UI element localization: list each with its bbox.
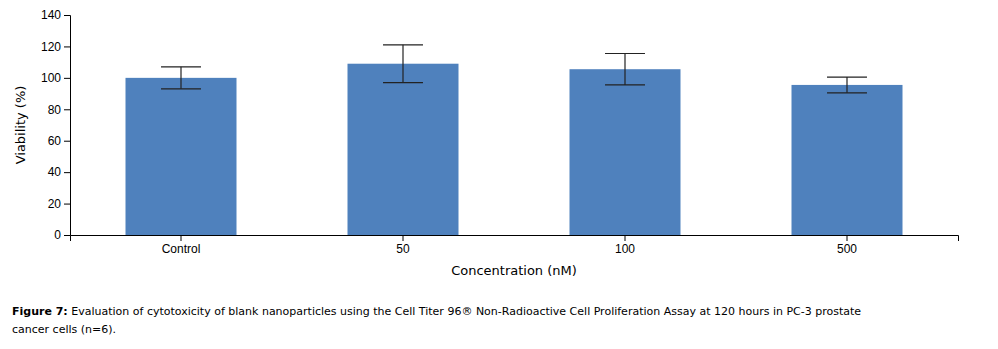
y-tick-label: 140 (41, 8, 61, 22)
x-tick-label: 500 (837, 242, 857, 256)
x-tick: Control (162, 235, 201, 256)
y-tick: 120 (41, 40, 70, 54)
bar (570, 69, 681, 235)
y-tick-label: 100 (41, 71, 61, 85)
y-tick-mark (64, 46, 70, 47)
caption-text: cancer cells (n=6). (12, 323, 116, 336)
error-bar (383, 45, 423, 83)
error-bar-stem (624, 54, 625, 85)
y-tick-label: 20 (48, 197, 62, 211)
error-bar-cap (827, 76, 867, 77)
axis-line (71, 236, 959, 242)
y-tick-mark (64, 141, 70, 142)
x-tick-mark (625, 235, 626, 241)
y-tick-mark (64, 78, 70, 79)
x-tick: 50 (396, 235, 410, 256)
error-bar-stem (402, 45, 403, 83)
y-tick-label: 60 (48, 134, 62, 148)
error-bar-cap (605, 53, 645, 54)
x-tick-mark (403, 235, 404, 241)
marks (126, 45, 903, 235)
y-tick: 0 (54, 228, 70, 242)
x-axis-title: Concentration (nM) (451, 263, 577, 278)
plot-area: Control 50 100 500 0 20 40 60 80 100 120 140 (41, 8, 959, 255)
x-tick-mark (181, 235, 182, 241)
x-tick-label: 50 (396, 242, 410, 256)
x-tick-label: Control (162, 242, 201, 256)
caption-bold: Figure 7: (12, 305, 68, 318)
error-bar-cap (383, 82, 423, 83)
error-bar (827, 77, 867, 93)
error-bar-stem (180, 67, 181, 89)
axis-line (64, 16, 71, 236)
error-bar-cap (161, 66, 201, 67)
bar (792, 85, 903, 235)
y-axis-title: Viability (%) (13, 86, 28, 165)
y-tick: 40 (48, 165, 70, 179)
y-tick-label: 0 (54, 228, 61, 242)
caption: Figure 7: Evaluation of cytotoxicity of … (12, 305, 861, 318)
y-tick: 80 (48, 103, 70, 117)
error-bar-cap (605, 84, 645, 85)
error-bar-cap (161, 88, 201, 89)
chart: Control 50 100 500 0 20 40 60 80 100 120 140 Concent… (0, 0, 998, 349)
error-bar-cap (383, 44, 423, 45)
y-tick-mark (64, 109, 70, 110)
y-tick-mark (64, 15, 70, 16)
y-tick: 100 (41, 71, 70, 85)
y-tick-mark (64, 235, 70, 236)
y-tick-label: 120 (41, 40, 61, 54)
error-bar (605, 54, 645, 85)
error-bar-cap (827, 92, 867, 93)
x-tick: 100 (615, 235, 635, 256)
y-tick-mark (64, 204, 70, 205)
y-tick: 60 (48, 134, 70, 148)
bar (126, 78, 237, 235)
error-bar-stem (846, 77, 847, 93)
error-bar (161, 67, 201, 89)
x-tick: 500 (837, 235, 857, 256)
y-tick: 20 (48, 197, 70, 211)
y-tick-label: 40 (48, 165, 62, 179)
y-tick-label: 80 (48, 103, 62, 117)
x-tick-label: 100 (615, 242, 635, 256)
caption-text: Evaluation of cytotoxicity of blank nano… (68, 305, 862, 318)
y-axis: 0 20 40 60 80 100 120 140 (41, 8, 71, 242)
y-tick: 140 (41, 8, 70, 22)
x-axis: Control 50 100 500 (71, 235, 959, 256)
x-tick-mark (847, 235, 848, 241)
y-tick-mark (64, 172, 70, 173)
bar (348, 64, 459, 235)
